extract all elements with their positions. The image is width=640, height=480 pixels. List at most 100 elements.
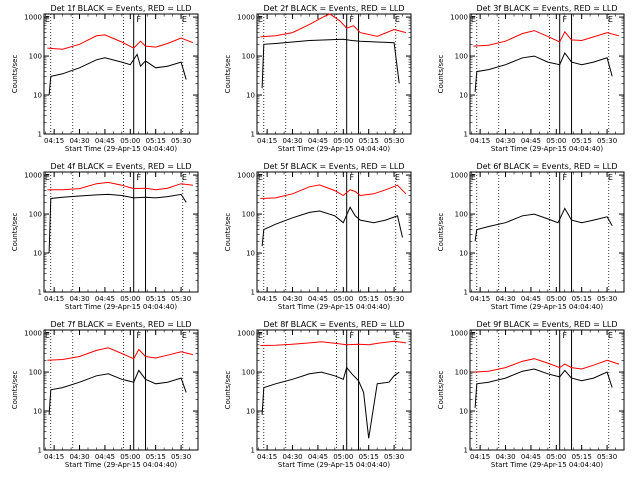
- panel-title: Det 6f BLACK = Events, RED = LLD: [476, 162, 617, 171]
- y-tick-label: 10: [246, 408, 255, 416]
- plot-frame: [43, 13, 199, 135]
- interval-marker-label: F: [349, 331, 354, 340]
- x-tick-label: 04:15: [257, 295, 277, 303]
- interval-marker-label: E: [258, 331, 263, 340]
- x-tick-label: 05:00: [333, 453, 353, 461]
- interval-marker-label: E: [608, 173, 613, 182]
- y-tick-label: 10: [33, 250, 42, 258]
- x-tick-label: 04:15: [257, 453, 277, 461]
- x-tick-label: 04:30: [282, 295, 302, 303]
- plot-frame: [469, 171, 625, 293]
- x-tick-label: 05:15: [572, 453, 592, 461]
- y-tick-label: 100: [242, 369, 255, 377]
- y-tick-label: 100: [29, 211, 42, 219]
- panel-title: Det 2f BLACK = Events, RED = LLD: [263, 4, 404, 13]
- interval-marker-label: E: [258, 173, 263, 182]
- x-tick-label: 05:00: [120, 137, 140, 145]
- x-tick-label: 04:45: [308, 137, 328, 145]
- x-tick-label: 05:00: [333, 137, 353, 145]
- plot-frame: [469, 329, 625, 451]
- x-tick-label: 04:45: [521, 137, 541, 145]
- x-axis-label: Start Time (29-Apr-15 04:04:40): [491, 461, 603, 469]
- x-tick-label: 04:30: [282, 137, 302, 145]
- panel-4: Det 4f BLACK = Events, RED = LLD 1 10 100 10…: [11, 162, 199, 311]
- x-axis-label: Start Time (29-Apr-15 04:04:40): [278, 303, 390, 311]
- x-tick-label: 05:15: [146, 295, 166, 303]
- interval-marker-label: E: [45, 15, 50, 24]
- interval-marker-label: F: [136, 173, 141, 182]
- y-axis-label: Counts/sec: [224, 213, 232, 252]
- interval-marker-label: E: [395, 173, 400, 182]
- x-tick-label: 05:00: [546, 453, 566, 461]
- x-tick-label: 04:45: [95, 137, 115, 145]
- panel-title: Det 4f BLACK = Events, RED = LLD: [50, 162, 191, 171]
- x-tick-label: 05:30: [597, 453, 617, 461]
- y-axis-label: Counts/sec: [437, 213, 445, 252]
- x-tick-label: 05:15: [146, 453, 166, 461]
- x-tick-label: 04:15: [257, 137, 277, 145]
- events-series-line: [474, 368, 613, 408]
- y-axis-label: Counts/sec: [437, 55, 445, 94]
- lld-series-line: [473, 358, 620, 373]
- y-tick-label: 100: [29, 53, 42, 61]
- panel-5: Det 5f BLACK = Events, RED = LLD 1 10 100 10…: [224, 162, 412, 311]
- plot-frame: [256, 13, 412, 135]
- x-tick-label: 05:30: [384, 453, 404, 461]
- x-tick-label: 04:15: [470, 137, 490, 145]
- plot-frame: [469, 13, 625, 135]
- interval-marker-label: E: [471, 331, 476, 340]
- panel-9: Det 9f BLACK = Events, RED = LLD 1 10 100 10…: [437, 320, 625, 469]
- x-axis-label: Start Time (29-Apr-15 04:04:40): [491, 303, 603, 311]
- panel-title: Det 9f BLACK = Events, RED = LLD: [476, 320, 617, 329]
- x-axis-label: Start Time (29-Apr-15 04:04:40): [65, 461, 177, 469]
- x-tick-label: 05:15: [146, 137, 166, 145]
- y-tick-label: 100: [455, 211, 468, 219]
- lld-series-line: [260, 340, 406, 346]
- panel-2: Det 2f BLACK = Events, RED = LLD 1 10 100 10…: [224, 4, 412, 153]
- y-axis-label: Counts/sec: [437, 371, 445, 410]
- interval-marker-label: F: [562, 15, 567, 24]
- x-tick-label: 05:30: [171, 295, 191, 303]
- x-tick-label: 05:30: [597, 295, 617, 303]
- interval-marker-label: E: [182, 173, 187, 182]
- panel-8: Det 8f BLACK = Events, RED = LLD 1 10 100 10…: [224, 320, 412, 469]
- x-tick-label: 05:15: [359, 295, 379, 303]
- plot-frame: [43, 171, 199, 293]
- y-tick-label: 1000: [237, 172, 255, 180]
- y-tick-label: 10: [246, 250, 255, 258]
- panel-title: Det 1f BLACK = Events, RED = LLD: [50, 4, 191, 13]
- events-series-line: [261, 366, 400, 439]
- y-tick-label: 10: [459, 250, 468, 258]
- y-tick-label: 1: [38, 131, 42, 139]
- x-tick-label: 05:15: [572, 137, 592, 145]
- plot-frame: [43, 329, 199, 451]
- lld-series-line: [260, 13, 407, 38]
- events-series-line: [474, 207, 613, 242]
- interval-marker-label: E: [608, 15, 613, 24]
- y-tick-label: 1: [464, 131, 468, 139]
- x-tick-label: 05:15: [359, 137, 379, 145]
- interval-marker-label: E: [395, 331, 400, 340]
- y-axis-label: Counts/sec: [11, 55, 19, 94]
- y-tick-label: 1000: [450, 14, 468, 22]
- x-tick-label: 05:00: [120, 295, 140, 303]
- panel-3: Det 3f BLACK = Events, RED = LLD 1 10 100 10…: [437, 4, 625, 153]
- panel-title: Det 3f BLACK = Events, RED = LLD: [476, 4, 617, 13]
- interval-marker-label: E: [45, 173, 50, 182]
- panel-1: Det 1f BLACK = Events, RED = LLD 1 10 100 10…: [11, 4, 199, 153]
- x-tick-label: 05:30: [597, 137, 617, 145]
- y-tick-label: 1000: [24, 172, 42, 180]
- x-tick-label: 05:00: [120, 453, 140, 461]
- events-series-line: [261, 38, 400, 89]
- interval-marker-label: E: [471, 173, 476, 182]
- x-tick-label: 05:30: [384, 137, 404, 145]
- plot-frame: [256, 329, 412, 451]
- x-tick-label: 05:15: [572, 295, 592, 303]
- x-tick-label: 04:45: [308, 295, 328, 303]
- interval-marker-label: E: [182, 15, 187, 24]
- y-tick-label: 1000: [237, 14, 255, 22]
- y-axis-label: Counts/sec: [224, 55, 232, 94]
- x-tick-label: 04:45: [95, 453, 115, 461]
- lld-series-line: [47, 181, 193, 191]
- x-tick-label: 05:30: [171, 137, 191, 145]
